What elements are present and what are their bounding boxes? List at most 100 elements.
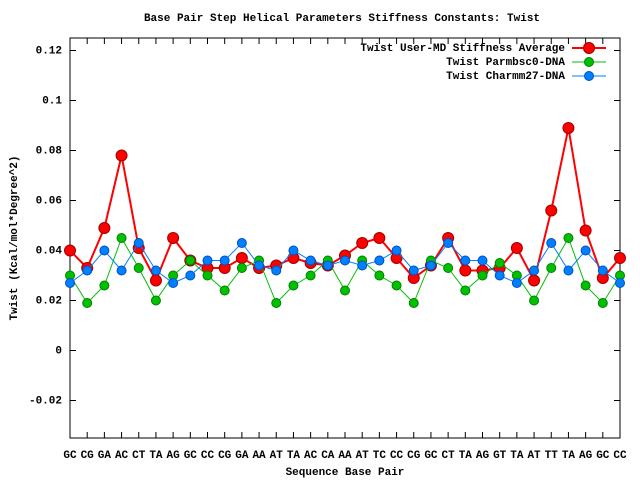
x-tick-label: TA: [149, 450, 163, 462]
data-point: [562, 122, 575, 134]
x-tick-label: GA: [98, 450, 112, 462]
data-point: [271, 265, 282, 276]
legend-label: Twist Parmbsc0-DNA: [446, 57, 565, 69]
data-point: [168, 278, 179, 288]
y-tick-label: 0.1: [42, 95, 62, 107]
x-tick-label: AT: [527, 450, 541, 462]
data-point: [98, 222, 111, 234]
data-point: [459, 264, 472, 277]
data-point: [374, 255, 385, 266]
x-tick-label: GC: [596, 450, 610, 462]
x-tick-label: AT: [356, 450, 370, 462]
legend-label: Twist Charmm27-DNA: [446, 71, 565, 83]
data-point: [322, 260, 333, 271]
data-point: [288, 280, 299, 291]
data-point: [133, 238, 144, 248]
data-point: [546, 263, 557, 273]
x-tick-label: CG: [218, 450, 232, 462]
x-tick-label: TA: [510, 450, 524, 462]
x-tick-label: GA: [235, 450, 249, 462]
data-point: [373, 232, 386, 244]
data-point: [408, 265, 419, 276]
y-tick-label: 0.04: [36, 245, 63, 257]
data-point: [305, 255, 316, 266]
x-tick-label: GC: [63, 450, 77, 462]
data-point: [597, 298, 608, 308]
legend-label: Twist User-MD Stiffness Average: [360, 43, 565, 55]
data-point: [614, 252, 626, 264]
y-tick-label: 0.06: [36, 195, 62, 207]
data-point: [202, 255, 213, 266]
data-point: [563, 233, 574, 243]
data-point: [494, 270, 505, 281]
data-point: [443, 263, 454, 273]
data-point: [82, 265, 93, 276]
x-tick-label: AG: [167, 450, 181, 462]
data-point: [167, 232, 180, 244]
x-tick-label: AC: [115, 450, 129, 462]
data-point: [116, 265, 127, 276]
x-tick-label: AT: [270, 450, 284, 462]
x-tick-label: TA: [287, 450, 301, 462]
x-tick-label: AG: [476, 450, 490, 462]
x-tick-label: CA: [321, 450, 335, 462]
data-point: [546, 238, 557, 248]
legend-marker: [584, 57, 594, 67]
data-point: [460, 285, 471, 296]
data-point: [460, 255, 471, 266]
data-point: [133, 263, 144, 273]
x-tick-label: CC: [613, 450, 627, 462]
data-point: [235, 252, 248, 264]
x-tick-label: AA: [338, 450, 352, 462]
data-point: [150, 265, 161, 276]
data-point: [580, 245, 591, 256]
data-point: [236, 263, 247, 273]
data-point: [529, 295, 540, 306]
data-point: [340, 285, 350, 296]
data-point: [288, 245, 299, 256]
data-point: [545, 204, 558, 217]
data-point: [357, 260, 368, 271]
data-point: [236, 238, 247, 248]
data-point: [374, 270, 385, 281]
data-point: [443, 238, 454, 248]
x-tick-label: TA: [459, 450, 473, 462]
data-point: [615, 278, 625, 288]
x-tick-label: TT: [545, 450, 559, 462]
data-point: [477, 270, 488, 281]
x-tick-label: CT: [442, 450, 456, 462]
data-point: [510, 242, 523, 254]
data-point: [219, 255, 230, 266]
data-point: [150, 295, 161, 306]
data-point: [149, 274, 162, 287]
y-tick-label: 0.08: [36, 145, 63, 157]
data-point: [99, 245, 110, 256]
data-point: [597, 265, 608, 276]
x-tick-label: AG: [579, 450, 593, 462]
x-tick-label: AC: [304, 450, 318, 462]
y-axis-label: Twist (Kcal/mol*Degree^2): [9, 155, 21, 320]
data-point: [219, 285, 230, 296]
y-tick-label: -0.02: [29, 395, 62, 407]
data-point: [82, 298, 93, 308]
legend-marker: [584, 71, 594, 81]
data-point: [185, 270, 196, 281]
data-point: [356, 237, 369, 249]
x-tick-label: GT: [493, 450, 507, 462]
data-point: [511, 278, 522, 288]
x-tick-label: AA: [252, 450, 266, 462]
data-point: [116, 233, 127, 243]
data-point: [580, 280, 591, 291]
y-tick-label: 0.12: [36, 45, 62, 57]
data-point: [477, 255, 488, 266]
x-tick-label: CG: [81, 450, 95, 462]
x-tick-label: GC: [184, 450, 198, 462]
data-point: [528, 274, 541, 287]
y-tick-label: 0.02: [36, 295, 62, 307]
x-tick-label: GC: [424, 450, 438, 462]
x-tick-label: CC: [390, 450, 404, 462]
data-point: [579, 224, 592, 237]
data-point: [254, 260, 265, 271]
